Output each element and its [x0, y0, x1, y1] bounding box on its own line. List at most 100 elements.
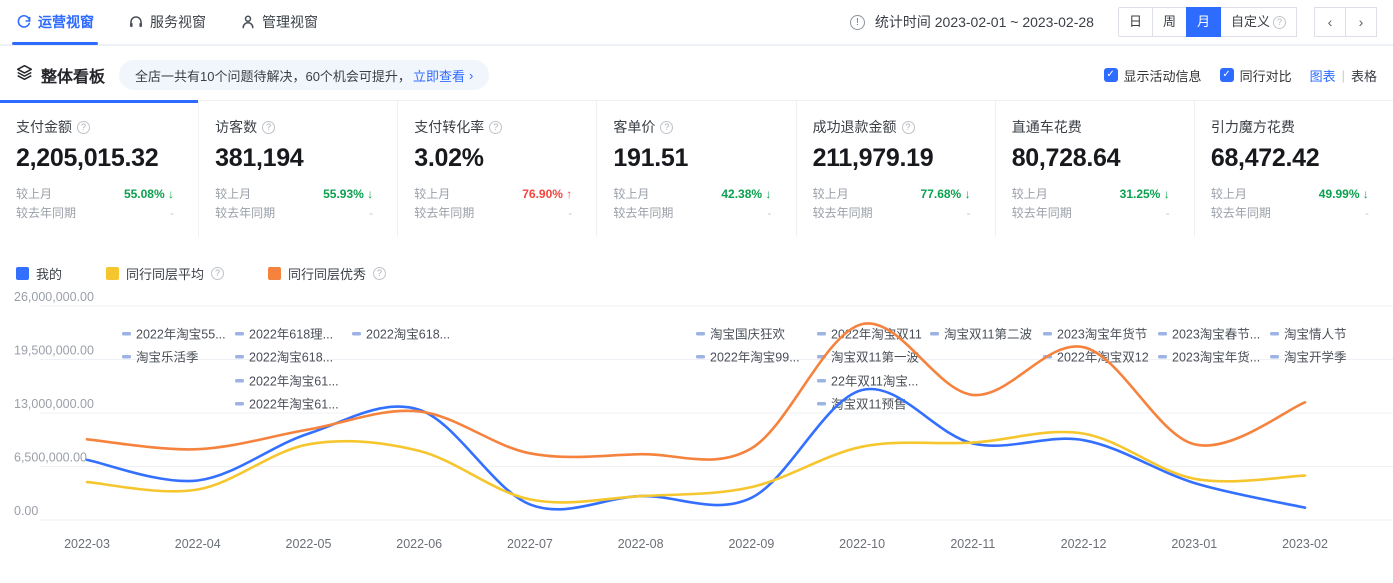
kpi-title: 客单价	[613, 119, 656, 135]
annotation-dash-icon	[352, 332, 361, 336]
yoy-value: -	[170, 206, 174, 220]
activity-annotation[interactable]: 2022年淘宝61...	[235, 398, 339, 412]
board-title: 整体看板	[16, 63, 105, 87]
checkbox-checked-icon[interactable]: ✓	[1219, 68, 1234, 82]
activity-annotation[interactable]: 2022年淘宝双11	[817, 328, 922, 342]
kpi-value: 80,728.64	[1011, 144, 1121, 172]
activity-annotation[interactable]: 2022年淘宝99...	[696, 351, 800, 365]
mom-trend: 31.25% ↓	[1119, 187, 1170, 201]
legend-item-mine[interactable]: 我的	[16, 264, 62, 283]
range-month-button[interactable]: 月	[1185, 7, 1221, 37]
mom-trend: 77.68% ↓	[920, 187, 971, 201]
activity-annotation[interactable]: 淘宝开学季	[1270, 350, 1347, 365]
tab-label: 服务视窗	[150, 14, 206, 30]
chevron-right-icon[interactable]: ›	[468, 67, 474, 83]
annotation-label: 2022淘宝618...	[249, 351, 333, 365]
show-activity-checkbox[interactable]: ✓ 显示活动信息	[1103, 66, 1202, 85]
annotation-dash-icon	[1270, 332, 1279, 336]
activity-annotation[interactable]: 2022年淘宝55...	[122, 328, 226, 342]
help-icon: ?	[489, 120, 503, 134]
series-line-2[interactable]	[85, 322, 1307, 461]
kpi-card-refund-amount[interactable]: 成功退款金额? 211,979.19 较上月 77.68% ↓ 较去年同期 -	[797, 101, 996, 237]
kpi-title: 支付转化率	[414, 119, 485, 135]
activity-annotation[interactable]: 淘宝双11预售	[817, 397, 906, 412]
trend-chart[interactable]: 26,000,000.00 19,500,000.00 13,000,000.00 6…	[0, 290, 1393, 574]
activity-annotation[interactable]: 2022淘宝618...	[352, 328, 450, 342]
range-day-button[interactable]: 日	[1117, 7, 1153, 37]
view-chart-button[interactable]: 图表	[1309, 68, 1336, 84]
trend-arrow-icon: ↑	[566, 187, 573, 201]
activity-annotation[interactable]: 淘宝国庆狂欢	[696, 327, 786, 342]
kpi-card-ylmf-spend[interactable]: 引力魔方花费 68,472.42 较上月 49.99% ↓ 较去年同期 -	[1195, 101, 1393, 237]
help-icon: ?	[262, 120, 276, 134]
x-axis-label: 2022-12	[1061, 537, 1107, 551]
annotation-dash-icon	[930, 332, 939, 336]
help-icon: ?	[1273, 15, 1286, 29]
annotation-label: 2022年淘宝99...	[710, 351, 800, 365]
y-axis-label: 13,000,000.00	[14, 397, 94, 411]
activity-annotation[interactable]: 淘宝双11第二波	[930, 328, 1032, 342]
kpi-card-visitors[interactable]: 访客数? 381,194 较上月 55.93% ↓ 较去年同期 -	[199, 101, 399, 237]
activity-annotation[interactable]: 淘宝情人节	[1270, 328, 1347, 342]
yoy-value: -	[568, 206, 573, 220]
activity-annotation[interactable]: 淘宝乐活季	[122, 351, 199, 365]
legend-item-peer-average[interactable]: 同行同层平均?	[106, 264, 225, 283]
view-now-link[interactable]: 立即查看	[412, 68, 465, 84]
x-axis-label: 2022-11	[950, 537, 995, 551]
yoy-label: 较去年同期	[812, 206, 873, 220]
board-header-controls: ✓ 显示活动信息 ✓ 同行对比 图表 | 表格	[1103, 66, 1377, 85]
page-title: 整体看板	[41, 69, 106, 86]
series-line-1[interactable]	[85, 430, 1307, 504]
mom-trend: 42.38% ↓	[721, 187, 772, 201]
annotation-label: 2023淘宝年货...	[1172, 350, 1260, 365]
checkbox-checked-icon[interactable]: ✓	[1103, 68, 1118, 82]
activity-annotation[interactable]: 22年双11淘宝...	[817, 375, 918, 389]
layers-icon	[16, 64, 33, 86]
person-icon	[240, 14, 256, 30]
help-icon: ?	[77, 120, 90, 134]
kpi-card-ztc-spend[interactable]: 直通车花费 80,728.64 较上月 31.25% ↓ 较去年同期 -	[996, 101, 1195, 237]
mom-label: 较上月	[1210, 187, 1247, 201]
kpi-card-avg-order-value[interactable]: 客单价? 191.51 较上月 42.38% ↓ 较去年同期 -	[597, 101, 797, 237]
top-nav: 运营视窗 服务视窗 管理视窗 ! 统计时间 2023-02-01 ~ 2023-…	[0, 0, 1393, 46]
activity-annotation[interactable]: 淘宝双11第一波	[817, 351, 919, 365]
legend-item-peer-excellent[interactable]: 同行同层优秀?	[268, 264, 387, 283]
activity-annotation[interactable]: 2022淘宝618...	[235, 351, 333, 365]
activity-annotation[interactable]: 2022年淘宝61...	[235, 375, 339, 389]
activity-annotation[interactable]: 2023淘宝年货...	[1158, 350, 1260, 365]
kpi-value: 2,205,015.32	[16, 144, 159, 172]
trend-arrow-icon: ↓	[168, 187, 174, 201]
activity-annotation[interactable]: 2023淘宝年货节	[1043, 327, 1147, 342]
prev-period-button[interactable]: ‹	[1314, 7, 1346, 37]
annotation-label: 2022年618理...	[249, 328, 333, 342]
annotation-dash-icon	[235, 355, 244, 359]
kpi-value: 191.51	[613, 144, 689, 172]
series-line-0[interactable]	[85, 387, 1307, 511]
mom-trend: 55.08% ↓	[123, 187, 174, 201]
kpi-card-conversion-rate[interactable]: 支付转化率? 3.02% 较上月 76.90% ↑ 较去年同期 -	[398, 101, 598, 237]
range-week-button[interactable]: 周	[1151, 7, 1187, 37]
tab-service-view[interactable]: 服务视窗	[128, 0, 206, 45]
next-period-button[interactable]: ›	[1345, 7, 1377, 37]
mom-label: 较上月	[1011, 187, 1048, 201]
help-icon: ?	[901, 120, 915, 134]
tab-management-view[interactable]: 管理视窗	[240, 0, 318, 45]
annotation-label: 淘宝情人节	[1284, 328, 1347, 342]
notice-text: 全店一共有10个问题待解决，60个机会可提升，	[135, 68, 411, 84]
x-axis-label: 2022-04	[175, 537, 221, 551]
yoy-label: 较去年同期	[414, 206, 475, 220]
annotation-label: 淘宝乐活季	[136, 351, 199, 365]
peer-compare-checkbox[interactable]: ✓ 同行对比	[1219, 66, 1292, 85]
kpi-value: 381,194	[215, 144, 304, 172]
activity-annotation[interactable]: 2022年618理...	[235, 328, 333, 342]
annotation-dash-icon	[1158, 355, 1167, 359]
view-table-button[interactable]: 表格	[1350, 68, 1377, 84]
trend-chart-svg[interactable]: 26,000,000.00 19,500,000.00 13,000,000.00 6…	[0, 290, 1393, 569]
legend-label: 同行同层平均	[126, 266, 205, 282]
kpi-card-payment-amount[interactable]: 支付金额? 2,205,015.32 较上月 55.08% ↓ 较去年同期 -	[0, 100, 200, 237]
range-custom-button[interactable]: 自定义 ?	[1219, 7, 1297, 37]
kpi-title: 成功退款金额	[812, 119, 897, 135]
tab-operation-view[interactable]: 运营视窗	[12, 0, 98, 45]
activity-annotation[interactable]: 2023淘宝春节...	[1158, 328, 1260, 342]
x-axis-label: 2022-09	[728, 537, 774, 551]
